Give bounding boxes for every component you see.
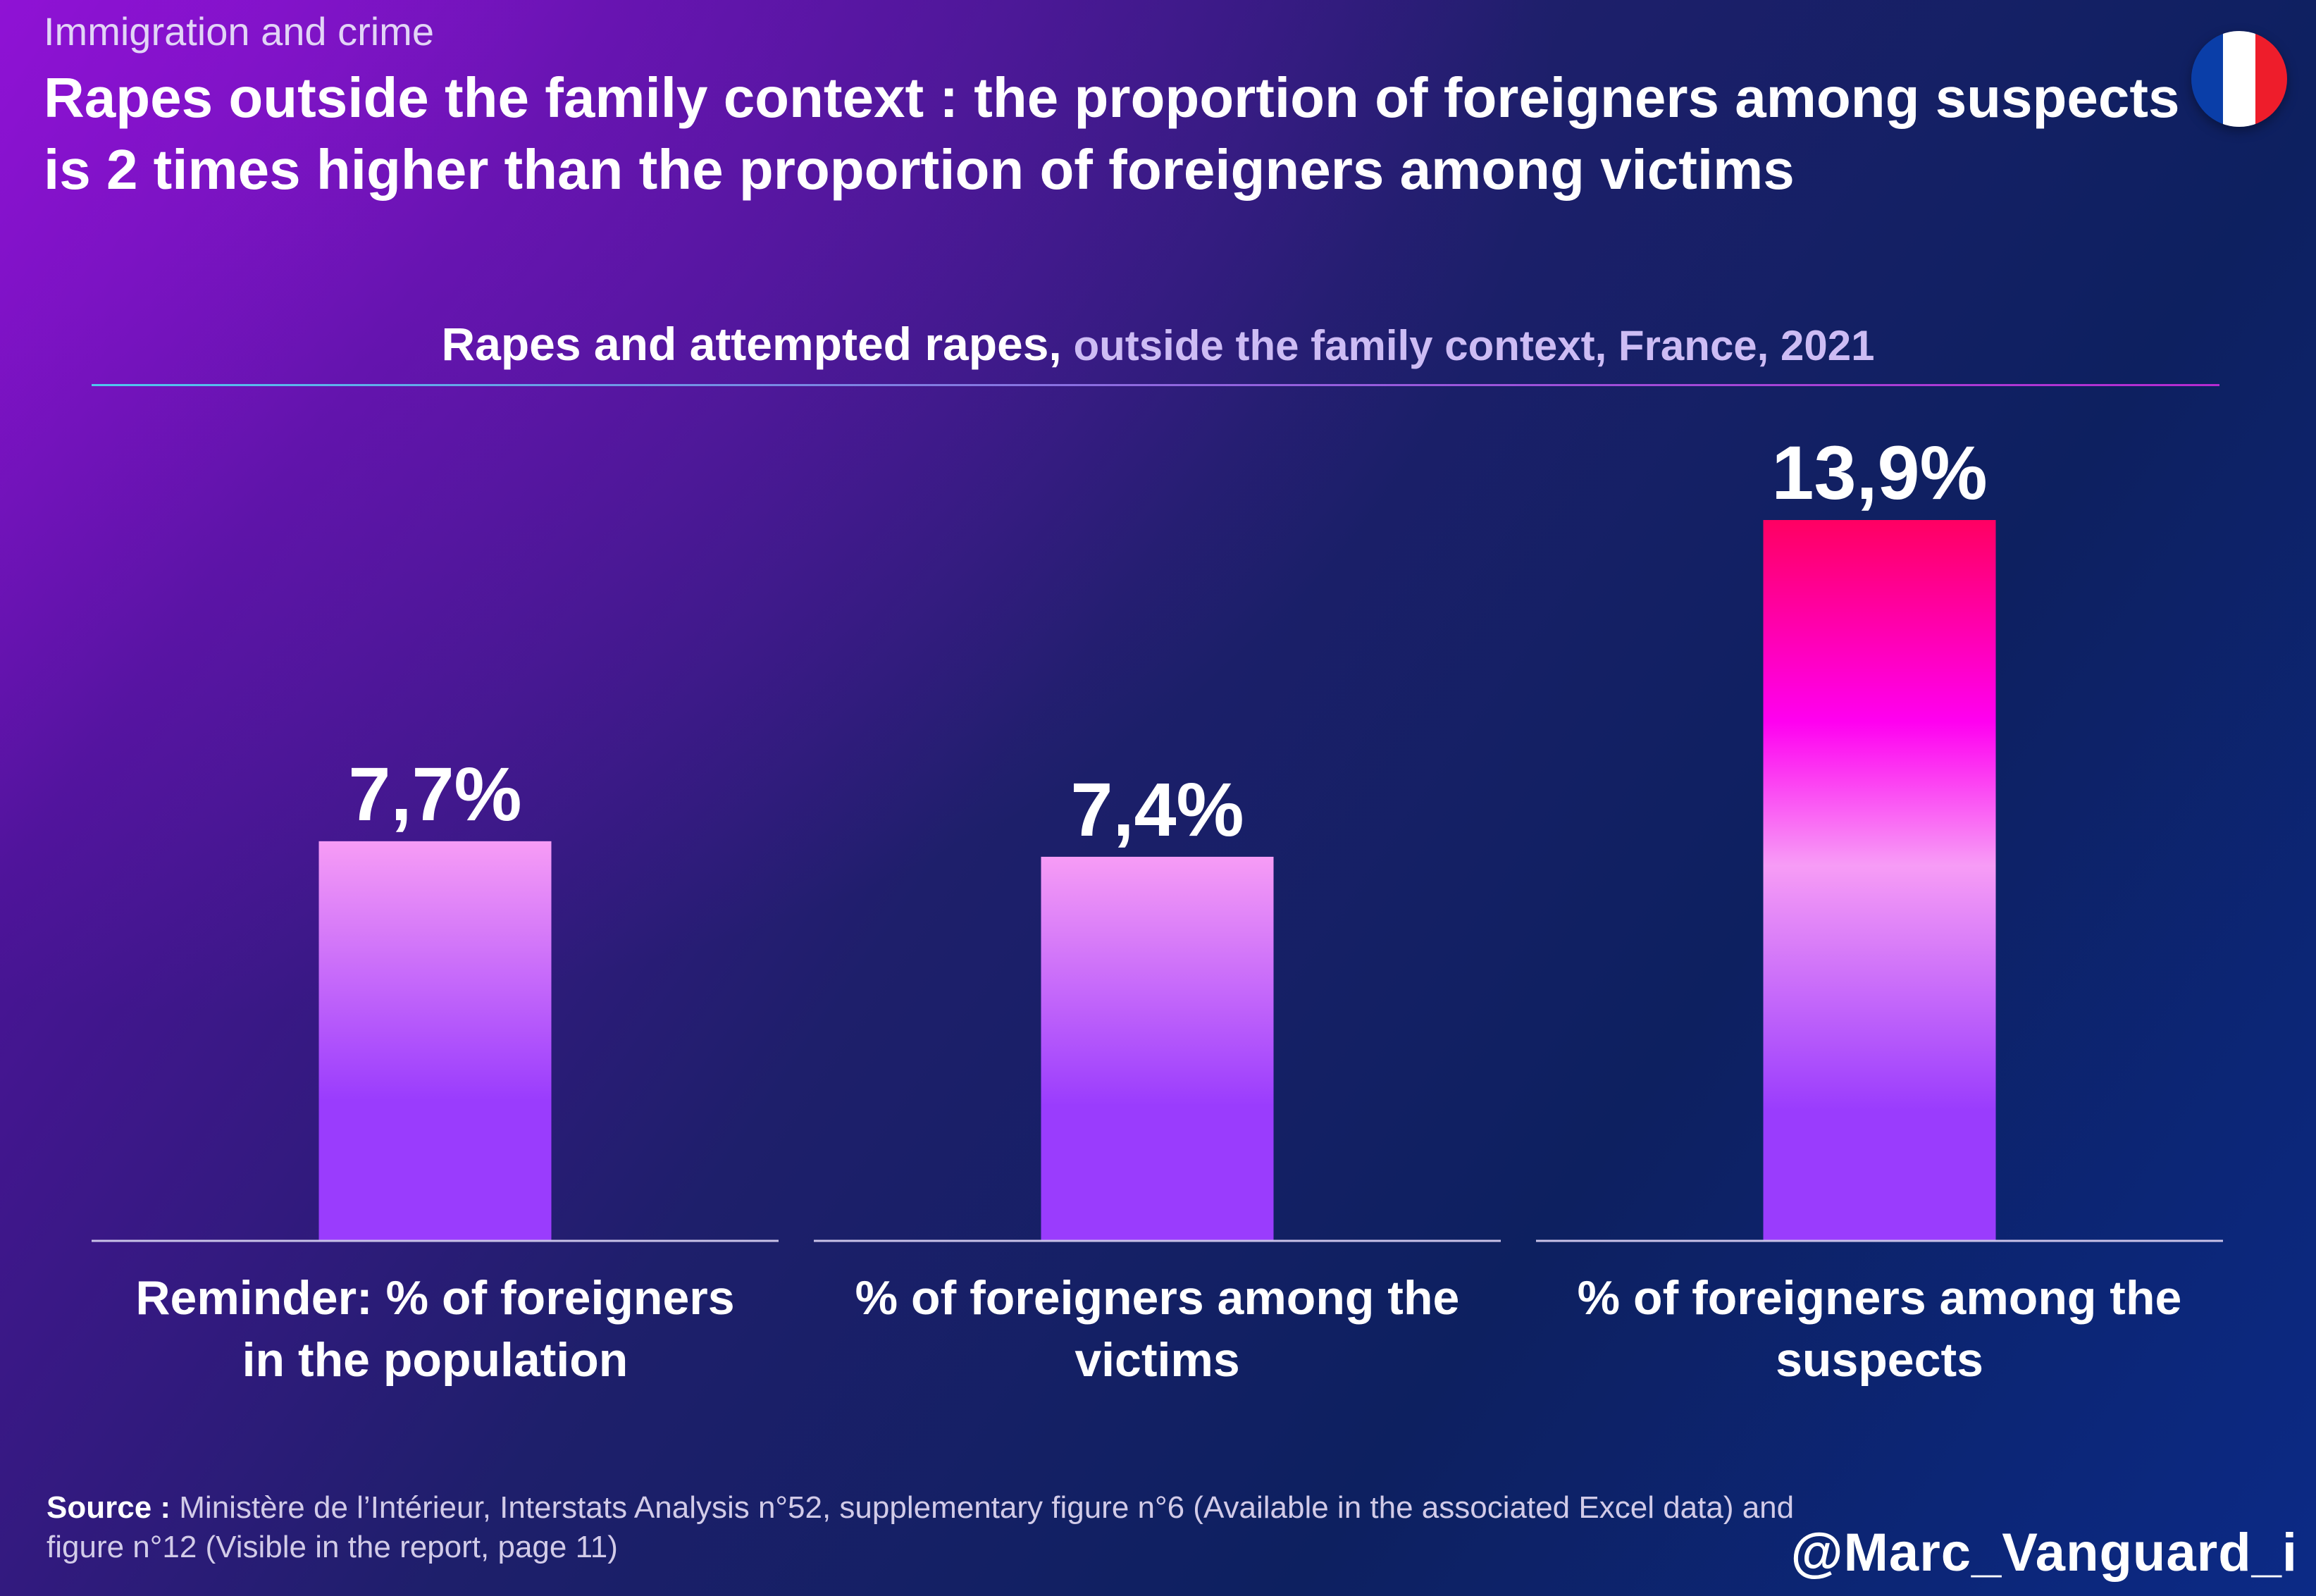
bar-3 <box>1763 520 1996 1240</box>
author-handle: @Marc_Vanguard_i <box>1790 1523 2298 1583</box>
bars-layer: 7,7% Reminder: % of foreigners in the popu… <box>92 430 2223 1387</box>
source-text: Ministère de l’Intérieur, Interstats Ana… <box>47 1490 1795 1564</box>
subtitle-rest: outside the family context, France, 2021 <box>1061 322 1875 369</box>
value-label-3: 13,9% <box>1771 430 1987 515</box>
category-label-2: % of foreigners among the victims <box>855 1271 1460 1387</box>
chart-title: Rapes outside the family context : the p… <box>44 66 2180 201</box>
source-label: Source : <box>47 1490 171 1525</box>
category-label-3: % of foreigners among the suspects <box>1578 1271 2182 1387</box>
bar-2 <box>1041 856 1274 1240</box>
subtitle-main: Rapes and attempted rapes, <box>441 318 1062 370</box>
kicker-label: Immigration and crime <box>44 9 434 54</box>
bar-1 <box>318 841 552 1240</box>
chart-subtitle: Rapes and attempted rapes, outside the f… <box>0 317 2316 371</box>
value-label-1: 7,7% <box>348 751 521 836</box>
flag-stripe-white <box>2223 31 2255 127</box>
value-label-2: 7,4% <box>1070 767 1244 852</box>
source-note: Source : Ministère de l’Intérieur, Inter… <box>47 1488 1878 1567</box>
subtitle-rule <box>92 384 2219 386</box>
category-label-1: Reminder: % of foreigners in the populati… <box>135 1271 734 1387</box>
